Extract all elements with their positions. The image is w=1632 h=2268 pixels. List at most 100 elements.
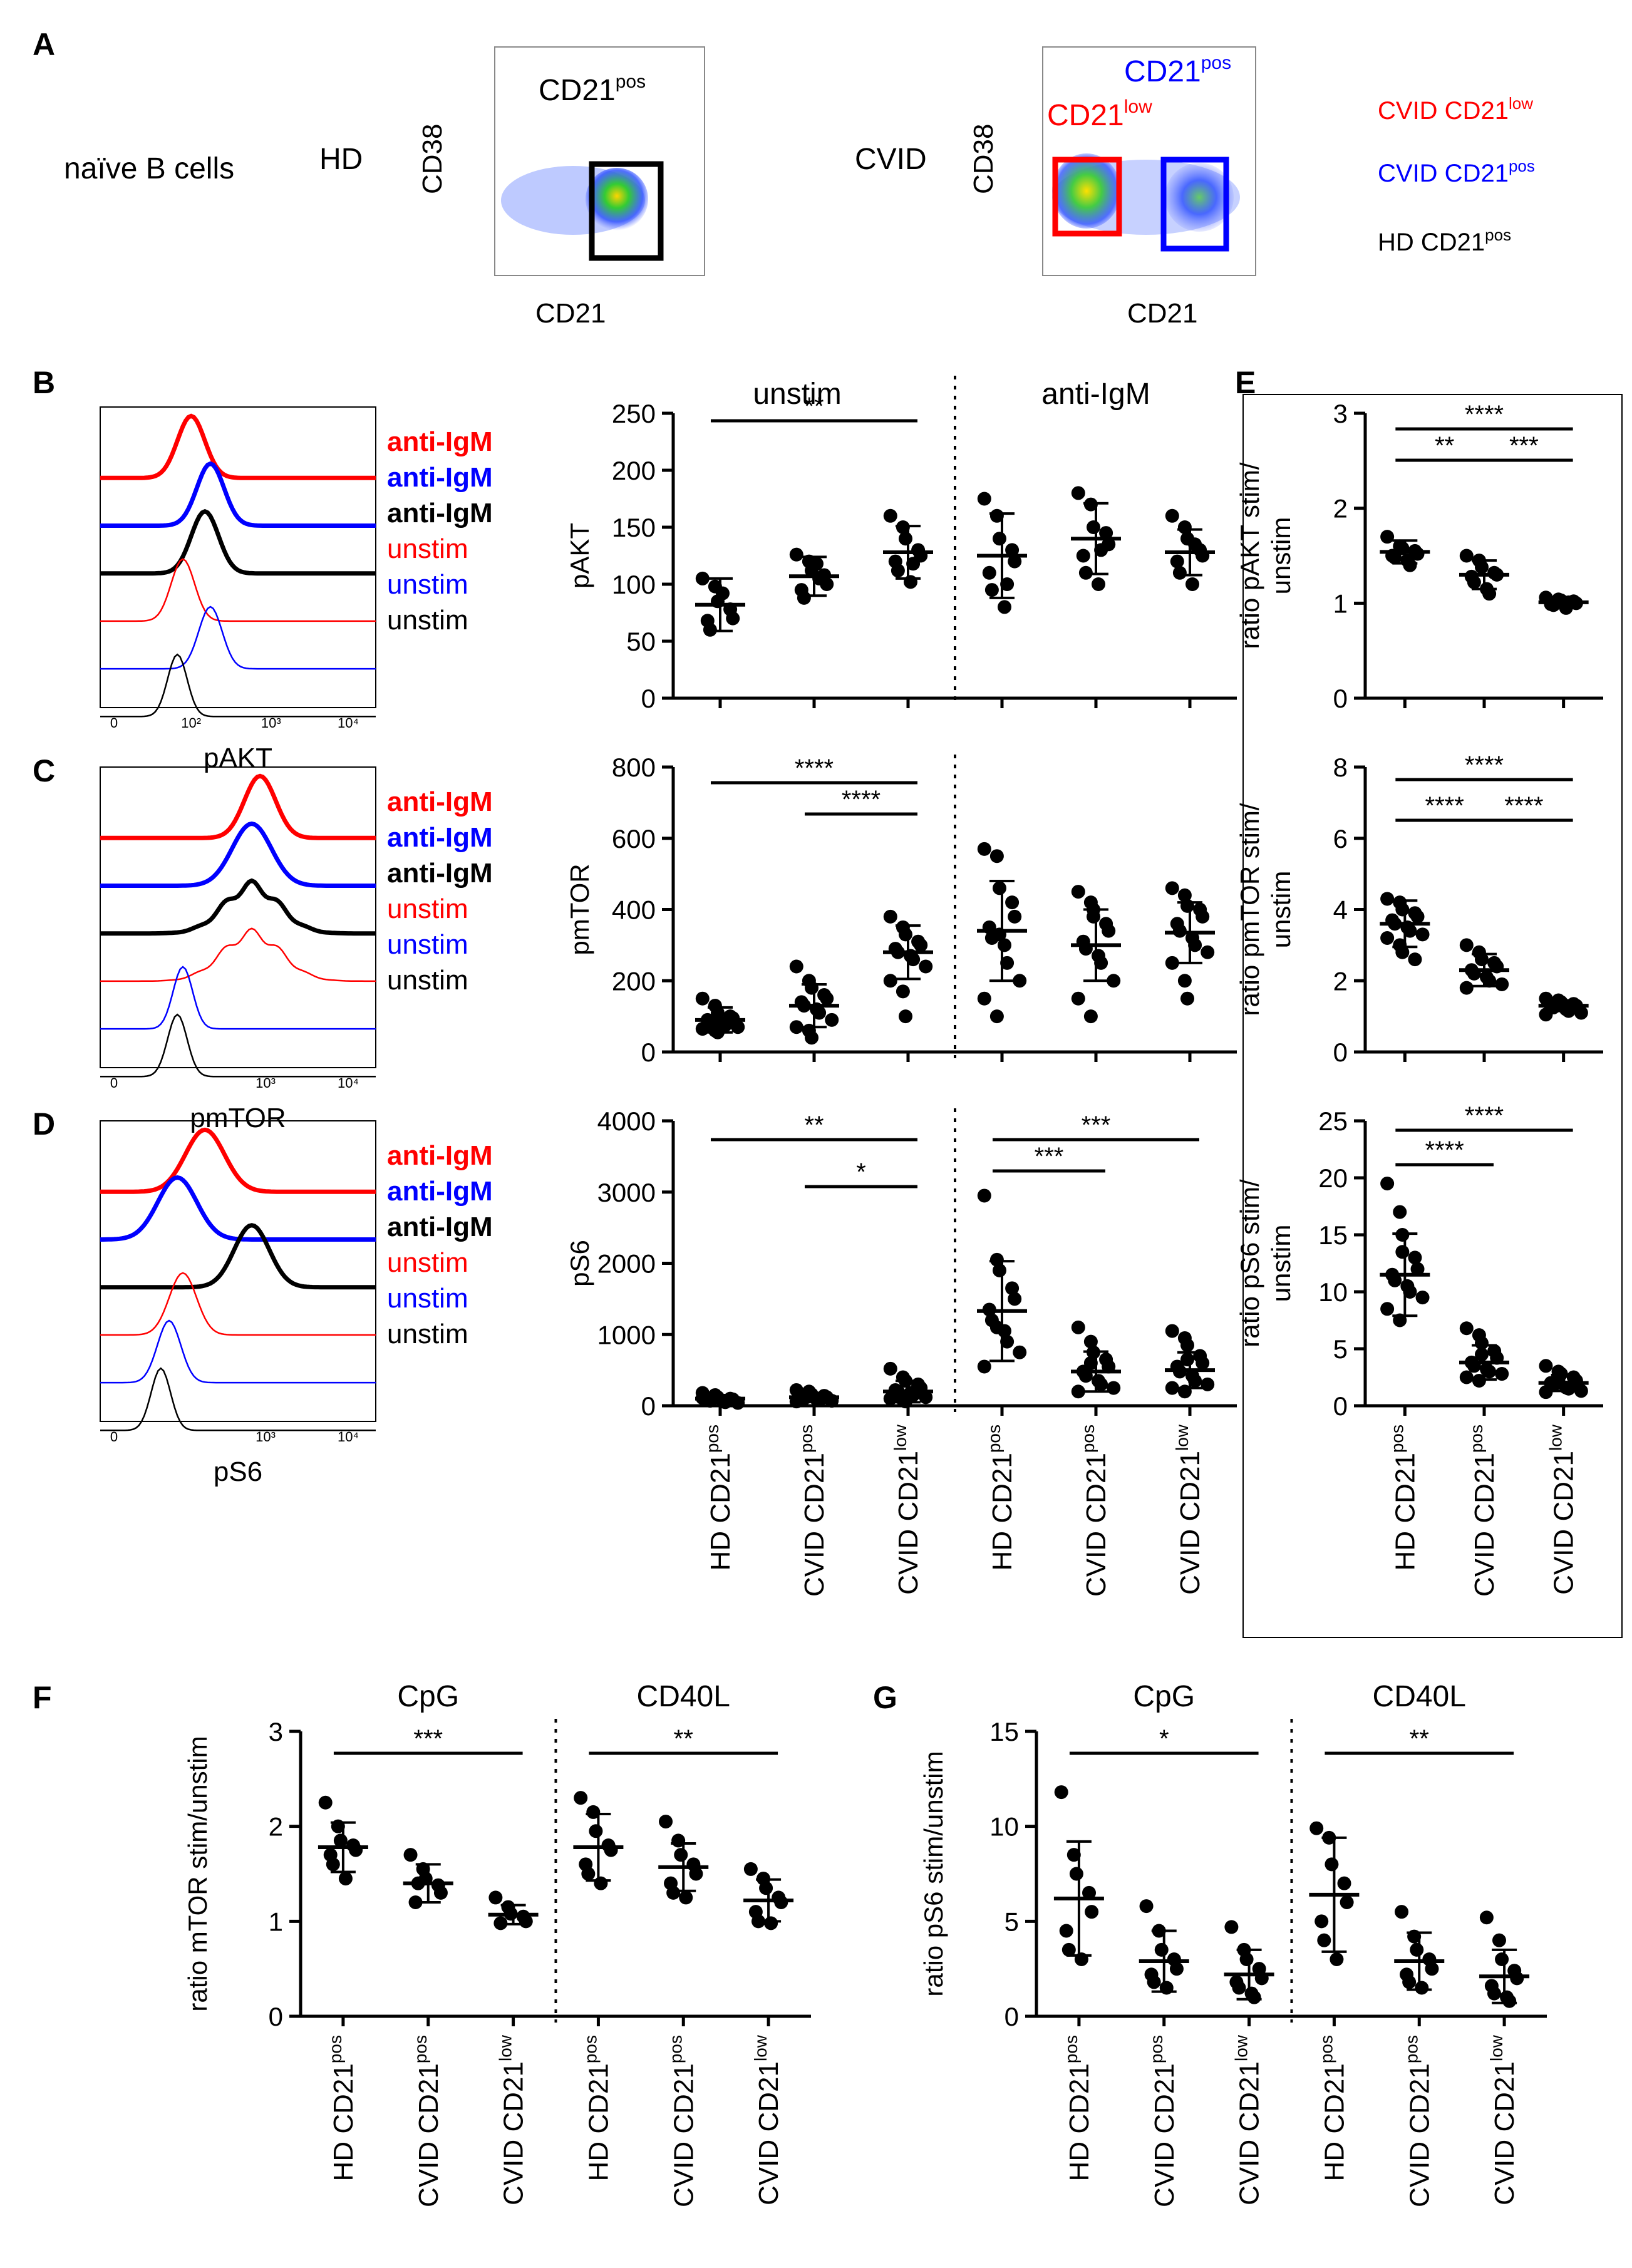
significance-label: ***	[413, 1725, 443, 1753]
data-point	[982, 565, 996, 580]
histogram-x-label: pAKT	[204, 743, 272, 773]
category-label: CVID CD21pos	[1467, 1425, 1500, 1597]
data-point	[1094, 956, 1108, 970]
series-2	[1538, 1359, 1589, 1399]
data-point	[1082, 1885, 1097, 1900]
category-label: CVID CD21pos	[1402, 2035, 1435, 2207]
data-point	[789, 1020, 803, 1034]
data-point	[1169, 1962, 1184, 1976]
category-label-sup: pos	[1467, 1425, 1486, 1453]
data-point	[1005, 543, 1020, 557]
category-label-sup: low	[1232, 2034, 1251, 2061]
histogram-legend-unstim: unstim	[387, 929, 468, 960]
histogram-legend-unstim: unstim	[387, 533, 468, 564]
category-label: CVID CD21pos	[1147, 2035, 1180, 2207]
histogram-tick-label: 10⁴	[338, 1075, 359, 1091]
panel-a: naïve B cells HD CVID CD21pos CD21 CD38 …	[64, 46, 1535, 329]
chart-b: 0 50 100 150 200 250 pAKT unstim anti-IgM **	[565, 376, 1237, 713]
data-point	[977, 492, 991, 506]
data-point	[1139, 1899, 1154, 1914]
series-3	[977, 1188, 1027, 1374]
category-label-base: CVID CD21	[1549, 1451, 1579, 1595]
cvid-plot-frame	[1042, 46, 1256, 276]
histogram-legend-anti-igm: anti-IgM	[387, 1140, 493, 1171]
panel-e-frame	[1242, 394, 1623, 1638]
category-label-sup: pos	[703, 1425, 722, 1453]
histogram-trace-5	[100, 653, 376, 718]
y-axis-label: pmTOR	[565, 863, 594, 955]
histogram-legend-unstim: unstim	[387, 605, 468, 636]
y-axis-label: ratio mTOR stim/unstim	[183, 1736, 212, 2011]
data-point	[1071, 991, 1085, 1006]
category-label-sup: pos	[326, 2035, 345, 2063]
data-point	[1008, 1292, 1022, 1306]
data-point	[989, 1252, 1004, 1267]
cvid-low-density	[1052, 153, 1121, 229]
data-point	[977, 842, 991, 856]
data-point	[1314, 1914, 1329, 1929]
category-label-sup: pos	[1147, 2035, 1166, 2063]
y-tick-label: 0	[641, 684, 656, 713]
data-point	[326, 1857, 340, 1872]
histogram-trace-1	[100, 1175, 376, 1242]
data-point	[1415, 927, 1430, 942]
data-point	[1482, 974, 1497, 988]
category-label-sup: pos	[1078, 1425, 1098, 1453]
data-point	[989, 1320, 1004, 1334]
category-label-base: HD CD21	[583, 2063, 614, 2181]
series-3	[977, 842, 1027, 1024]
series-0	[318, 1795, 368, 1886]
y-tick-label: 2	[1333, 494, 1348, 523]
data-point	[1008, 554, 1022, 569]
panel-letter-d: D	[33, 1106, 55, 1142]
y-axis-label-line: ratio pAKT stim/	[1235, 462, 1264, 649]
category-label: CVID CD21pos	[411, 2035, 444, 2207]
significance-label: ****	[1465, 401, 1504, 428]
y-axis-label-line: ratio pS6 stim/	[1235, 1179, 1264, 1348]
category-label-sup: low	[1487, 2034, 1506, 2061]
data-point	[1402, 1975, 1417, 1989]
data-point	[1467, 575, 1481, 589]
data-point	[493, 1916, 508, 1930]
legend-cvid-cd21low: CVID CD21low	[1378, 94, 1533, 125]
chart-e3: 0 5 10 15 20 25 ratio pS6 stim/unstim ******** H…	[1235, 1102, 1603, 1597]
y-tick-label: 2000	[597, 1249, 656, 1279]
histogram-c: anti-IgM anti-IgM anti-IgM unstim unstim unst…	[100, 766, 493, 1133]
y-tick-label: 25	[1318, 1106, 1348, 1136]
category-label-base: CVID CD21	[413, 2063, 444, 2207]
data-point	[1094, 543, 1108, 557]
data-point	[695, 1022, 710, 1036]
panel-letter-a: A	[33, 27, 55, 62]
data-point	[1574, 1006, 1588, 1020]
histogram-trace-4	[100, 1319, 376, 1384]
series-4	[658, 1815, 709, 1905]
panel-letter-c: C	[33, 753, 55, 788]
data-point	[1325, 1857, 1339, 1872]
data-point	[906, 952, 921, 967]
significance-label: **	[804, 393, 824, 420]
data-point	[1395, 945, 1410, 959]
data-point	[594, 1876, 608, 1890]
data-point	[1201, 1377, 1215, 1391]
data-point	[825, 1013, 839, 1027]
histogram-trace-2	[100, 508, 376, 576]
y-axis-label-line: unstim	[1266, 871, 1296, 949]
y-tick-label: 5	[1333, 1334, 1348, 1364]
data-point	[1408, 1250, 1422, 1265]
hd-y-axis-label: CD38	[417, 124, 448, 195]
header-cd40l: CD40L	[637, 1680, 730, 1713]
series-1	[1139, 1899, 1189, 1995]
histogram-legend-unstim: unstim	[387, 1319, 468, 1349]
category-label: CVID CD21low	[891, 1424, 924, 1595]
data-point	[1165, 881, 1179, 895]
histogram-tick-label: 10⁴	[338, 1429, 359, 1445]
y-tick-label: 3000	[597, 1178, 656, 1207]
y-tick-label: 0	[641, 1391, 656, 1421]
data-point	[883, 1391, 897, 1406]
significance-label: ****	[1425, 1137, 1464, 1164]
cvid-low-gate-label: CD21low	[1047, 96, 1152, 132]
data-point	[586, 1805, 601, 1819]
data-point	[1380, 1302, 1395, 1316]
